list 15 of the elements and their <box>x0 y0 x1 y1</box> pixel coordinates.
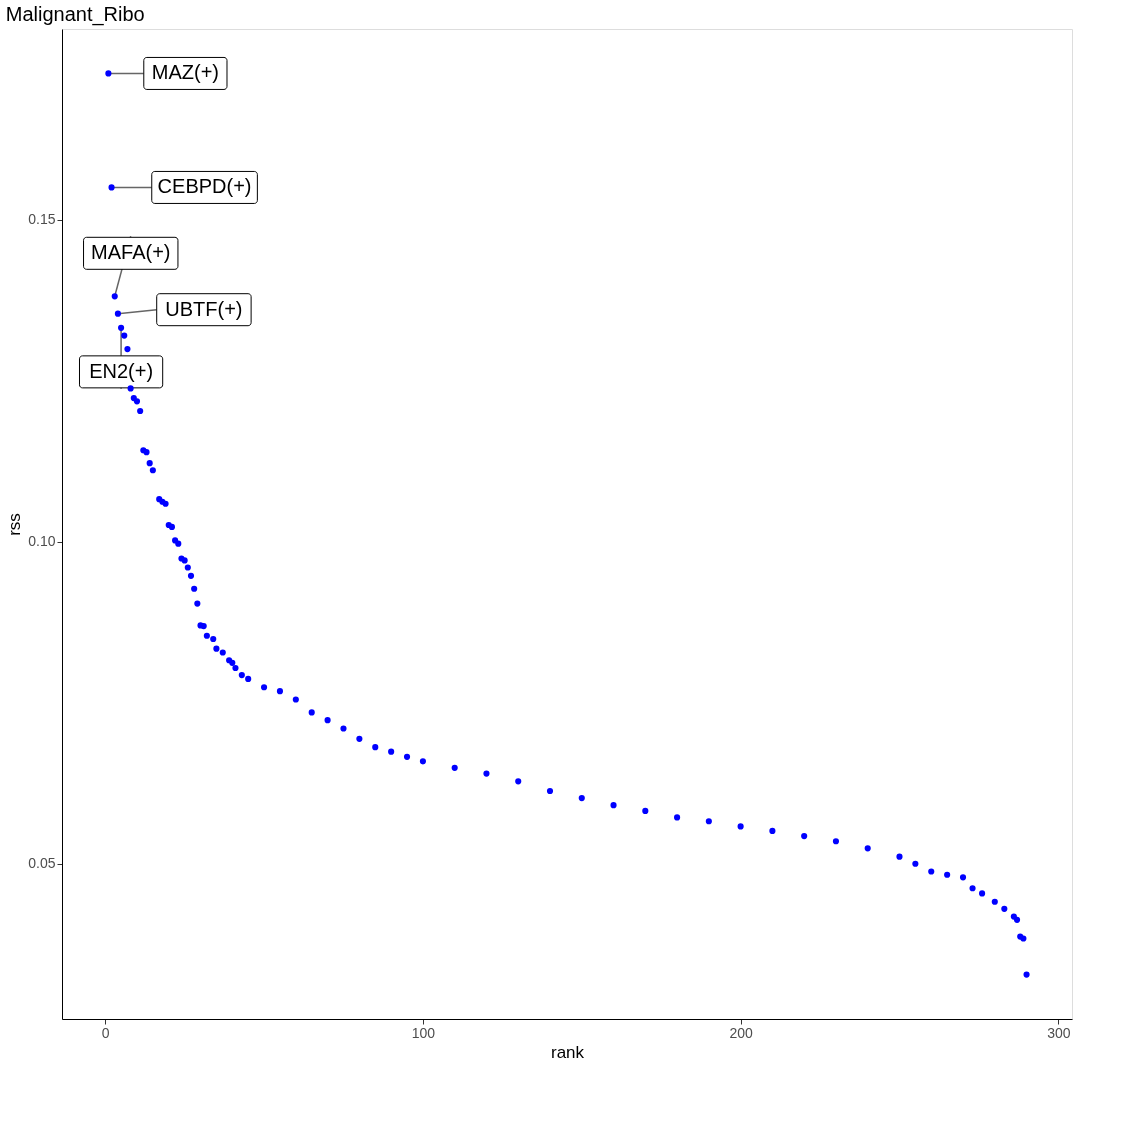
annotation: UBTF(+) <box>165 297 243 320</box>
chart-title: Malignant_Ribo <box>5 3 145 26</box>
annotation: CEBPD(+) <box>157 175 252 198</box>
x-tick-label: 200 <box>729 1024 754 1041</box>
x-tick-label: 0 <box>101 1024 110 1041</box>
y-axis-title: rss <box>5 513 25 536</box>
annotation: MAFA(+) <box>91 241 171 264</box>
y-tick-label: 0.15 <box>28 211 56 228</box>
y-tick-label: 0.10 <box>28 533 56 550</box>
annotation: EN2(+) <box>89 359 154 382</box>
y-tick-label: 0.05 <box>28 855 56 872</box>
x-axis-title: rank <box>550 1042 585 1062</box>
x-tick-label: 300 <box>1047 1024 1071 1041</box>
x-tick-label: 100 <box>411 1024 436 1041</box>
annotation: MAZ(+) <box>151 61 219 84</box>
